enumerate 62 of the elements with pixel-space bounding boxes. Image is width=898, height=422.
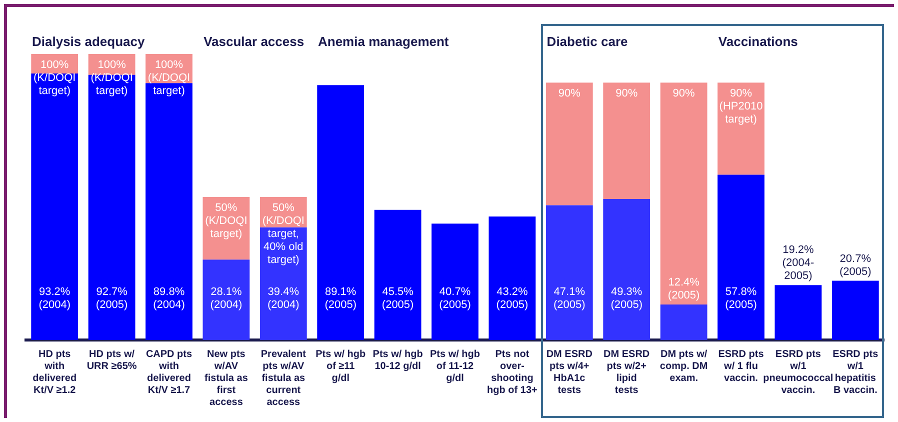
x-tick-label: New pts w/AV fistula as first access xyxy=(204,348,248,408)
x-tick-label: ESRD pts w/1 pneumococcal vaccin. xyxy=(763,348,834,396)
bar xyxy=(774,285,822,340)
bar xyxy=(660,82,708,305)
x-tick-label: HD pts with delivered Kt/V ≥1.2 xyxy=(32,348,77,396)
x-tick-label: Pts w/ hgb 10-12 g/dl xyxy=(372,348,423,372)
text: Dialysis adequacy xyxy=(32,34,146,49)
x-tick-label: DM pts w/ comp. DM exam. xyxy=(660,348,708,384)
data-label: 39.4% (2004) xyxy=(268,286,300,311)
text: Vascular access xyxy=(204,34,304,49)
x-tick-label: ESRD pts w/1 hepatitis B vaccin. xyxy=(832,348,879,396)
bar xyxy=(488,216,536,340)
x-tick-label: DM ESRD pts w/4+ HbA1c tests xyxy=(546,348,592,396)
data-label: 93.2% (2004) xyxy=(38,286,70,311)
data-label: 47.1% (2005) xyxy=(554,286,586,311)
data-label: 45.5% (2005) xyxy=(382,286,414,311)
bar xyxy=(432,224,478,340)
text: Vaccinations xyxy=(718,34,798,49)
x-tick-label: Pts w/ hgb of ≥11 g/dl xyxy=(316,348,366,384)
bar xyxy=(317,85,364,340)
bar xyxy=(718,82,764,175)
bar xyxy=(603,82,650,199)
bar xyxy=(546,82,593,206)
annotation: 100% (K/DOQI target) xyxy=(148,59,190,97)
annotation: 90% xyxy=(616,88,638,100)
data-label: 49.3% (2005) xyxy=(610,286,642,311)
bar xyxy=(374,210,422,340)
annotation: 100% (K/DOQI target) xyxy=(90,59,133,97)
bar xyxy=(718,174,764,340)
data-label: 89.8% (2004) xyxy=(153,286,185,311)
annotation: 50% (K/DOQI target) xyxy=(205,202,248,240)
x-tick-label: Pts not over-shooting hgb of 13+ xyxy=(487,348,538,396)
data-label: 40.7% (2005) xyxy=(439,286,471,311)
bar xyxy=(603,199,650,340)
x-tick-label: ESRD pts w/ 1 flu vaccin. xyxy=(718,348,764,384)
annotation: 50% (K/DOQI target, 40% old target) xyxy=(262,202,304,266)
annotation: 100% (K/DOQI target) xyxy=(34,59,76,97)
x-tick-label: HD pts w/ URR ≥65% xyxy=(86,348,137,372)
bar xyxy=(31,73,78,340)
x-tick-label: DM ESRD pts w/2+ lipid tests xyxy=(604,348,650,396)
annotation: 90% xyxy=(558,88,581,100)
bar xyxy=(202,260,250,340)
text: Diabetic care xyxy=(546,34,628,49)
bar xyxy=(660,304,708,340)
data-label: 57.8% (2005) xyxy=(725,286,757,311)
data-label: 20.7% (2005) xyxy=(840,252,872,278)
data-label: 43.2% (2005) xyxy=(496,286,528,311)
data-label: 28.1% (2004) xyxy=(210,286,242,311)
annotation: 90% xyxy=(672,88,696,100)
annotation: 90% (HP2010 target) xyxy=(719,88,763,126)
bar xyxy=(88,74,136,340)
bar xyxy=(546,205,593,340)
text: Anemia management xyxy=(318,34,450,49)
data-label: 19.2% (2004- 2005) xyxy=(782,244,814,282)
bar xyxy=(146,83,192,340)
x-tick-label: Prevalent pts w/AV fistula as current access xyxy=(260,348,307,408)
x-tick-label: Pts w/ hgb of 11-12 g/dl xyxy=(430,348,480,384)
x-tick-label: CAPD pts with delivered Kt/V ≥1.7 xyxy=(146,348,192,396)
data-label: 92.7% (2005) xyxy=(96,286,128,311)
bar xyxy=(832,280,879,340)
data-label: 89.1% (2005) xyxy=(324,286,356,311)
data-label: 12.4% (2005) xyxy=(668,276,700,302)
